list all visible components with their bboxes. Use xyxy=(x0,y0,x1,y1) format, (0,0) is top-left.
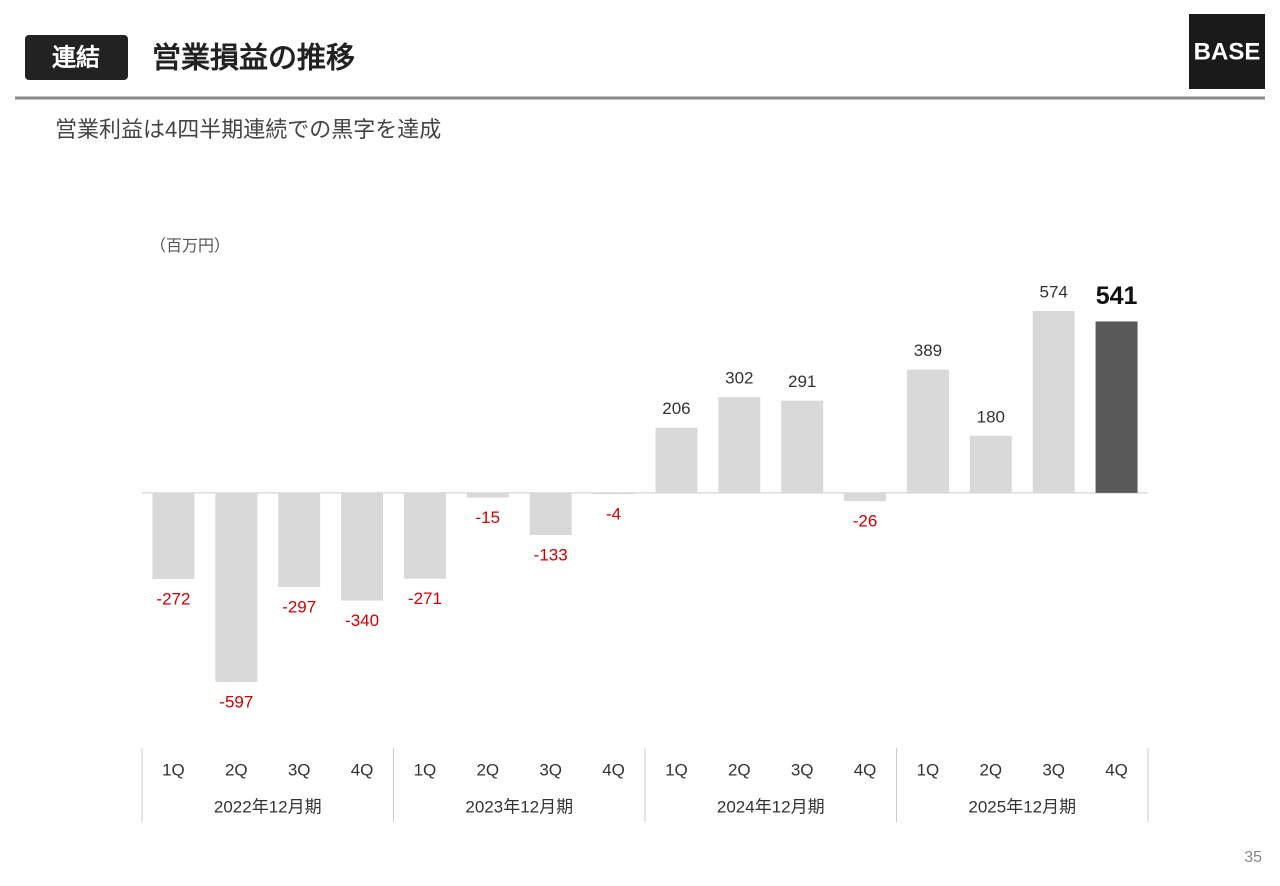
x-tick-label: 2Q xyxy=(979,760,1002,779)
bar xyxy=(906,369,949,493)
x-tick-label: 2Q xyxy=(225,760,248,779)
bar xyxy=(215,492,258,682)
bar xyxy=(718,397,761,493)
x-tick-label: 1Q xyxy=(162,760,185,779)
x-tick-label: 2Q xyxy=(728,760,751,779)
x-tick-label: 4Q xyxy=(854,760,877,779)
x-tick-label: 4Q xyxy=(1105,760,1128,779)
bar xyxy=(403,492,446,579)
bar xyxy=(781,400,824,493)
bar xyxy=(844,492,887,502)
bar xyxy=(278,492,321,587)
x-tick-label: 1Q xyxy=(665,760,688,779)
value-label: -133 xyxy=(534,545,568,564)
value-label: 574 xyxy=(1040,282,1068,301)
x-tick-label: 3Q xyxy=(1042,760,1065,779)
group-label: 2023年12月期 xyxy=(465,797,573,816)
subtitle: 営業利益は4四半期連続での黒字を達成 xyxy=(55,117,441,142)
x-tick-label: 3Q xyxy=(791,760,814,779)
value-label: -272 xyxy=(156,590,190,609)
unit-label: （百万円） xyxy=(150,237,230,255)
value-label: -597 xyxy=(219,692,253,711)
x-tick-label: 4Q xyxy=(602,760,625,779)
logo-box xyxy=(1189,14,1265,89)
bar xyxy=(969,435,1012,493)
bar xyxy=(1095,321,1138,493)
value-label: 302 xyxy=(725,369,753,388)
value-label: 206 xyxy=(662,399,690,418)
page-number: 35 xyxy=(1244,849,1262,866)
x-tick-label: 3Q xyxy=(539,760,562,779)
group-label: 2022年12月期 xyxy=(214,797,322,816)
bar xyxy=(529,492,572,535)
value-label: 389 xyxy=(914,341,942,360)
value-label: -26 xyxy=(853,512,878,531)
x-tick-label: 1Q xyxy=(414,760,437,779)
value-label: 180 xyxy=(977,407,1005,426)
slide-title: 営業損益の推移 xyxy=(152,41,355,75)
bar xyxy=(341,492,384,601)
value-label: -297 xyxy=(282,597,316,616)
badge-text: 連結 xyxy=(52,43,100,71)
bar xyxy=(466,492,509,498)
bar xyxy=(1032,311,1075,493)
bar xyxy=(655,427,698,493)
x-tick-label: 3Q xyxy=(288,760,311,779)
badge xyxy=(25,35,128,80)
value-label: -271 xyxy=(408,589,442,608)
x-tick-label: 2Q xyxy=(476,760,499,779)
logo: BASE xyxy=(1194,38,1261,65)
value-label: -340 xyxy=(345,611,379,630)
value-label: 541 xyxy=(1096,282,1138,310)
group-label: 2025年12月期 xyxy=(968,797,1076,816)
bar xyxy=(592,492,635,495)
value-label: -4 xyxy=(606,505,621,524)
group-label: 2024年12月期 xyxy=(717,797,825,816)
value-label: -15 xyxy=(476,508,501,527)
bar xyxy=(152,492,195,580)
x-tick-label: 1Q xyxy=(917,760,940,779)
value-label: 291 xyxy=(788,372,816,391)
x-tick-label: 4Q xyxy=(351,760,374,779)
